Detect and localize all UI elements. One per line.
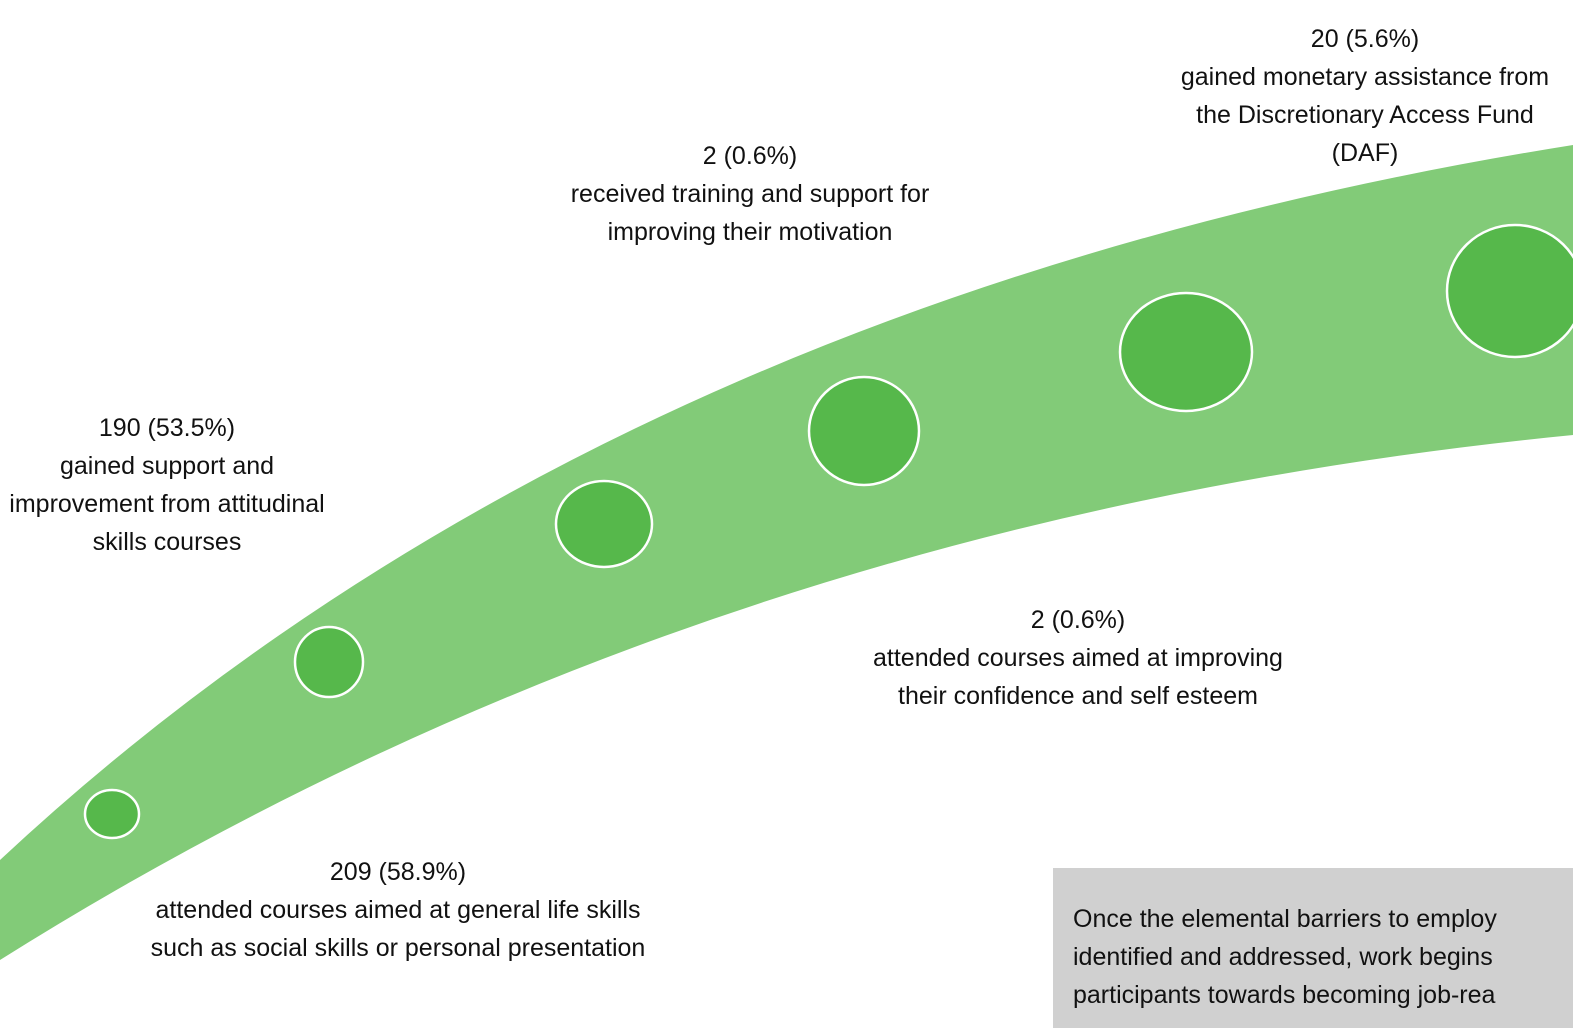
step-value: 20 (5.6%) [1310,25,1420,53]
step-description: gained monetary assistance from the Disc… [1180,63,1550,167]
note-line: Once the elemental barriers to employ [1073,905,1497,933]
milestone [807,375,921,487]
step-description: attended courses aimed at general life s… [150,896,646,962]
milestone [1445,223,1573,359]
note-box: Once the elemental barriers to employ id… [1053,868,1573,1028]
step: 190 (53.5%) gained support and improveme… [2,409,332,561]
step: 2 (0.6%) received training and support f… [565,137,935,251]
milestone [293,625,365,699]
step-description: gained support and improvement from atti… [9,452,325,556]
step-value: 2 (0.6%) [1030,606,1126,634]
step-description: received training and support for improv… [570,180,930,246]
step-value: 190 (53.5%) [98,414,236,442]
milestone [554,479,654,569]
journey-graphic [0,145,1573,960]
page: 209 (58.9%) attended courses aimed at ge… [0,20,1573,1028]
step-value: 2 (0.6%) [702,142,798,170]
milestone [83,788,141,840]
note-line: participants towards becoming job-rea [1073,981,1496,1009]
step-description: attended courses aimed at improving thei… [873,644,1283,710]
step: 2 (0.6%) attended courses aimed at impro… [863,601,1293,715]
milestone [1118,291,1254,413]
step-value: 209 (58.9%) [329,858,467,886]
step: 20 (5.6%) gained monetary assistance fro… [1165,20,1565,172]
step: 209 (58.9%) attended courses aimed at ge… [148,853,648,967]
note-line: identified and addressed, work begins [1073,943,1493,971]
